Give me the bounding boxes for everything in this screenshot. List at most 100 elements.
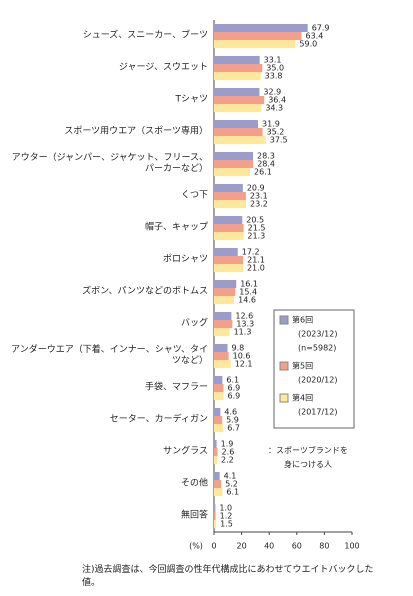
legend-swatch — [279, 393, 289, 403]
value-label: 37.5 — [270, 136, 288, 145]
value-label: 35.2 — [267, 128, 285, 137]
bar — [214, 136, 266, 144]
legend-swatch — [279, 361, 289, 371]
value-label: 63.4 — [305, 32, 323, 41]
category-label: スポーツ用ウエア（スポーツ専用） — [64, 126, 208, 137]
value-label: 13.3 — [236, 320, 254, 329]
bar — [214, 128, 263, 136]
value-label: 17.2 — [242, 248, 260, 257]
bar — [214, 104, 262, 112]
bar — [214, 384, 224, 392]
bar — [214, 224, 244, 232]
value-label: 14.6 — [238, 296, 256, 305]
category-label: アンダーウエア（下着、インナー、シャツ、タイツなど） — [11, 345, 208, 366]
value-label: 5.2 — [225, 480, 238, 489]
value-label: 23.2 — [250, 200, 268, 209]
bar — [214, 360, 231, 368]
x-unit: (%) — [189, 542, 203, 551]
category-label: サングラス — [163, 446, 208, 457]
category-label: セーター、カーディガン — [109, 414, 208, 425]
value-label: 1.5 — [220, 520, 233, 529]
value-label: 4.6 — [224, 408, 237, 417]
value-label: 15.4 — [239, 288, 257, 297]
legend-label: 第4回 — [292, 393, 313, 403]
bar — [214, 424, 224, 432]
value-label: 32.9 — [263, 88, 281, 97]
legend-period: (2020/12) — [298, 376, 337, 385]
value-label: 34.3 — [265, 104, 283, 113]
value-label: 31.9 — [262, 120, 280, 129]
value-label: 6.1 — [226, 376, 239, 385]
value-label: 21.1 — [247, 256, 265, 265]
bar — [214, 256, 244, 264]
legend-period: (2017/12) — [298, 408, 337, 417]
legend-label: 第5回 — [292, 361, 313, 371]
x-tick-label: 100 — [344, 542, 359, 551]
bar — [214, 416, 223, 424]
category-label: バッグ — [180, 318, 208, 329]
bar — [214, 232, 244, 240]
value-label: 33.1 — [264, 56, 282, 65]
category-label: くつ下 — [180, 190, 208, 201]
value-label: 11.3 — [234, 328, 252, 337]
value-label: 4.1 — [224, 472, 237, 481]
value-label: 16.1 — [240, 280, 258, 289]
value-label: 10.6 — [233, 352, 251, 361]
x-tick-label: 40 — [264, 542, 274, 551]
category-label: ジャージ、スウエット — [118, 62, 208, 73]
bar — [214, 296, 235, 304]
bar — [214, 408, 221, 416]
value-label: 28.4 — [257, 160, 275, 169]
bar — [214, 520, 217, 528]
bar — [214, 152, 254, 160]
value-label: 36.4 — [268, 96, 286, 105]
legend-caption: ：スポーツブランドを身につける人 — [268, 445, 348, 469]
bar — [214, 96, 265, 104]
bar — [214, 120, 259, 128]
bar — [214, 328, 230, 336]
legend-period: (2023/12) — [298, 330, 337, 339]
bar — [214, 288, 236, 296]
legend-n: (n=5982) — [298, 344, 336, 353]
bar — [214, 512, 216, 520]
legend-swatch — [279, 315, 289, 325]
bar — [214, 88, 260, 96]
bar — [214, 312, 232, 320]
bar — [214, 184, 243, 192]
value-label: 6.7 — [227, 424, 240, 433]
category-label: Tシャツ — [175, 94, 209, 105]
bar — [214, 504, 216, 512]
value-label: 20.5 — [246, 216, 264, 225]
bar — [214, 320, 233, 328]
value-label: 9.8 — [232, 344, 245, 353]
value-label: 6.9 — [228, 384, 241, 393]
bar — [214, 352, 229, 360]
value-label: 67.9 — [312, 24, 330, 33]
x-tick-label: 0 — [211, 542, 216, 551]
value-label: 28.3 — [257, 152, 275, 161]
bar — [214, 472, 220, 480]
bar — [214, 456, 218, 464]
legend-label: 第6回 — [292, 315, 313, 325]
bar — [214, 376, 223, 384]
value-label: 35.0 — [266, 64, 284, 73]
value-label: 12.6 — [235, 312, 253, 321]
bar — [214, 160, 254, 168]
bar — [214, 344, 228, 352]
bar — [214, 248, 238, 256]
value-label: 1.0 — [219, 504, 232, 513]
bar — [214, 480, 222, 488]
bar — [214, 24, 308, 32]
value-label: 2.2 — [221, 456, 234, 465]
category-label: ポロシャツ — [162, 254, 208, 265]
bar — [214, 264, 243, 272]
bar — [214, 192, 246, 200]
value-label: 1.9 — [221, 440, 234, 449]
bar — [214, 440, 217, 448]
category-label: 無回答 — [180, 510, 208, 521]
category-label: シューズ、スニーカー、ブーツ — [82, 30, 208, 41]
category-label: 手袋、マフラー — [144, 382, 208, 393]
bar — [214, 40, 296, 48]
